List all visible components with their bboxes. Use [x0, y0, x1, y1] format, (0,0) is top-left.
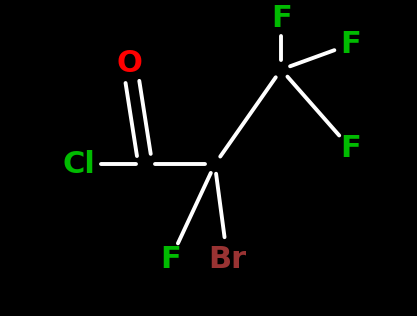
Text: F: F	[271, 4, 291, 33]
Text: F: F	[340, 30, 361, 59]
Text: F: F	[340, 134, 361, 163]
Text: O: O	[117, 49, 143, 78]
Text: Br: Br	[208, 245, 246, 274]
Text: Cl: Cl	[63, 150, 95, 179]
Text: F: F	[160, 245, 181, 274]
